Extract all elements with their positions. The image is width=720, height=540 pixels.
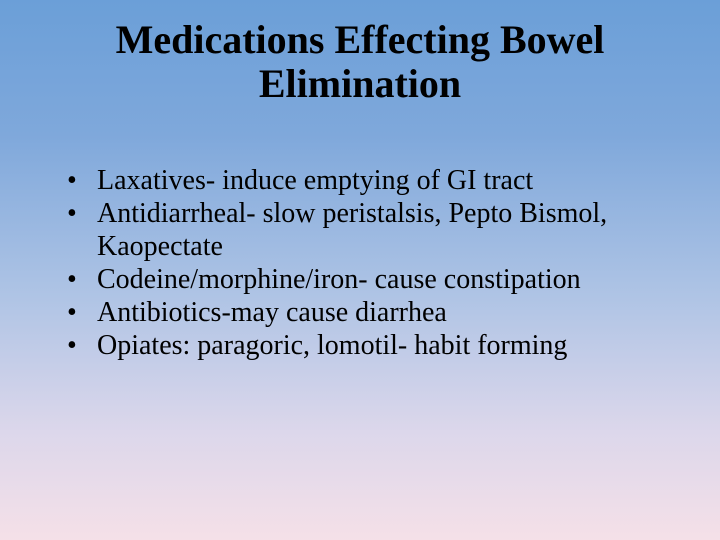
list-item: Codeine/morphine/iron- cause constipatio… (67, 263, 665, 296)
list-item: Laxatives- induce emptying of GI tract (67, 164, 665, 197)
list-item: Opiates: paragoric, lomotil- habit formi… (67, 329, 665, 362)
slide: Medications Effecting Bowel Elimination … (0, 0, 720, 540)
bullet-list: Laxatives- induce emptying of GI tract A… (55, 164, 665, 362)
list-item: Antidiarrheal- slow peristalsis, Pepto B… (67, 197, 665, 263)
slide-title: Medications Effecting Bowel Elimination (55, 18, 665, 106)
list-item: Antibiotics-may cause diarrhea (67, 296, 665, 329)
